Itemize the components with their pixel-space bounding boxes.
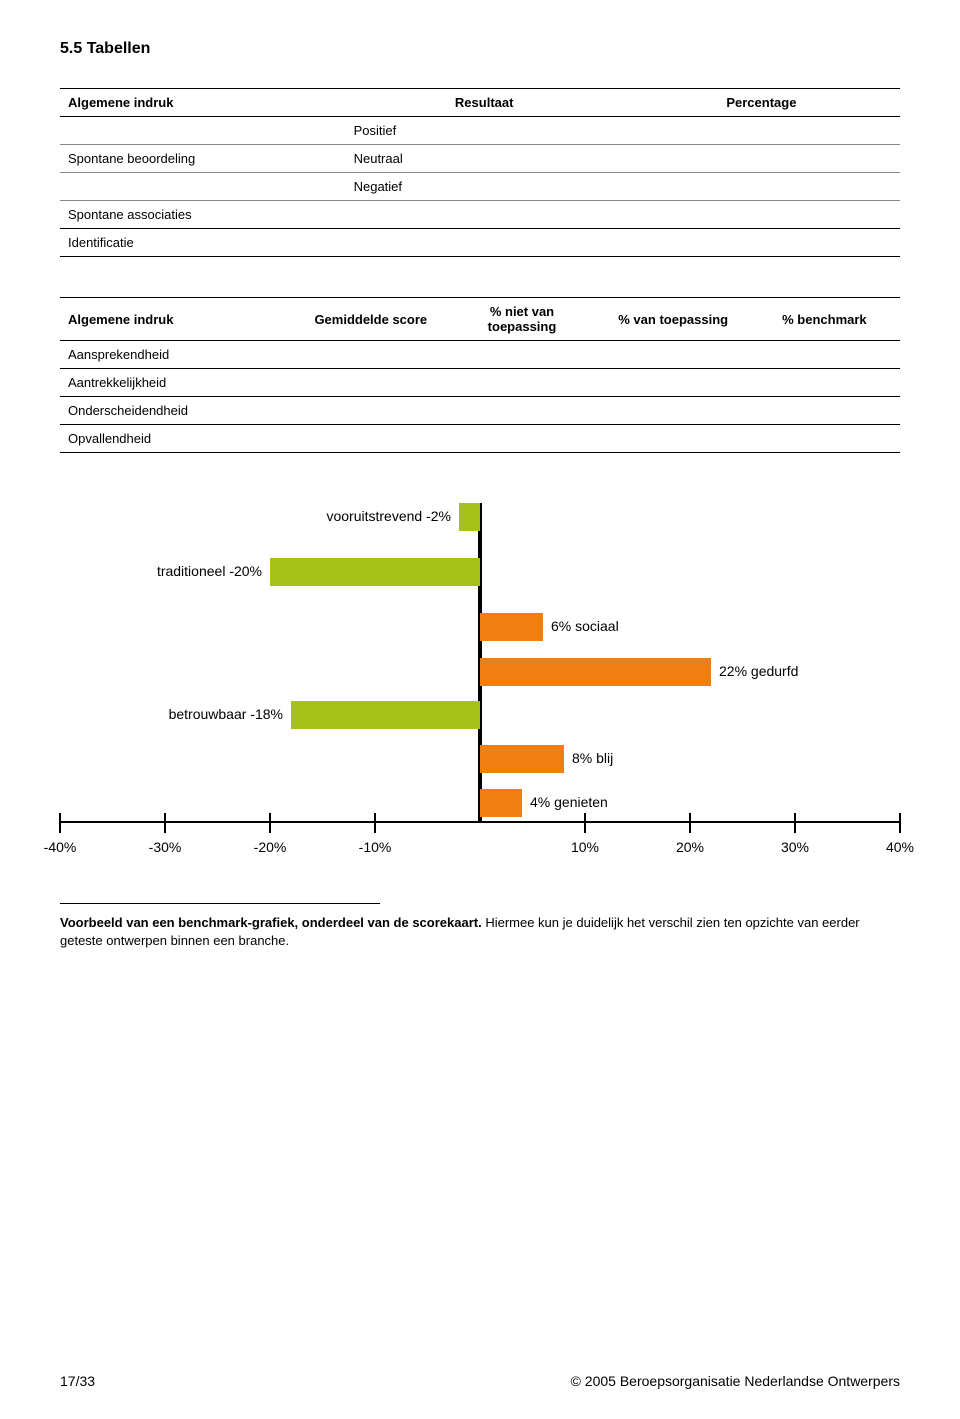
chart-bar [480, 613, 543, 641]
chart-tick [689, 813, 691, 833]
chart-bar [480, 789, 522, 817]
caption-bold: Voorbeeld van een benchmark-grafiek, ond… [60, 915, 482, 930]
chart-bar [270, 558, 480, 586]
cell-empty [346, 229, 623, 257]
cell-empty [623, 201, 900, 229]
chart-bar-label: 22% gedurfd [719, 663, 798, 679]
cell-empty [623, 117, 900, 145]
chart-tick [794, 813, 796, 833]
chart-tick-label: -20% [254, 839, 287, 855]
cell-label [60, 173, 346, 201]
th-label: Algemene indruk [60, 89, 346, 117]
chart-tick [269, 813, 271, 833]
chart-x-axis [60, 821, 900, 823]
cell-label: Identificatie [60, 229, 346, 257]
chart-tick [374, 813, 376, 833]
chart-tick [59, 813, 61, 833]
chart-bar [459, 503, 480, 531]
chart-tick [164, 813, 166, 833]
chart-tick [584, 813, 586, 833]
th-gem-score: Gemiddelde score [295, 298, 446, 341]
cell-label: Onderscheidendheid [60, 397, 295, 425]
cell-label: Aansprekendheid [60, 341, 295, 369]
page-number: 17/33 [60, 1373, 95, 1389]
copyright: © 2005 Beroepsorganisatie Nederlandse On… [571, 1373, 900, 1389]
chart-bar-label: 6% sociaal [551, 618, 619, 634]
th-resultaat: Resultaat [346, 89, 623, 117]
chart-bar-label: betrouwbaar -18% [169, 706, 283, 722]
chart-tick-label: -30% [149, 839, 182, 855]
cell-value: Positief [346, 117, 623, 145]
table-algemene-indruk-1: Algemene indruk Resultaat Percentage Pos… [60, 88, 900, 257]
chart-tick-label: -10% [359, 839, 392, 855]
section-title: 5.5 Tabellen [60, 40, 900, 58]
chart-bar-label: vooruitstrevend -2% [326, 508, 451, 524]
chart-bar [291, 701, 480, 729]
th-van: % van toepassing [598, 298, 749, 341]
cell-empty [623, 173, 900, 201]
benchmark-chart: vooruitstrevend -2% traditioneel -20% 6% s… [60, 503, 900, 863]
chart-tick-label: 20% [676, 839, 704, 855]
chart-tick-label: 10% [571, 839, 599, 855]
cell-label: Spontane beoordeling [60, 145, 346, 173]
chart-bar-label: traditioneel -20% [157, 563, 262, 579]
chart-tick [899, 813, 901, 833]
cell-value: Neutraal [346, 145, 623, 173]
th-percentage: Percentage [623, 89, 900, 117]
chart-bar [480, 658, 711, 686]
cell-label [60, 117, 346, 145]
chart-caption: Voorbeeld van een benchmark-grafiek, ond… [60, 903, 900, 950]
cell-label: Aantrekkelijkheid [60, 369, 295, 397]
chart-tick-label: -40% [44, 839, 77, 855]
chart-bar-label: 4% genieten [530, 794, 608, 810]
chart-tick-label: 30% [781, 839, 809, 855]
th-label: Algemene indruk [60, 298, 295, 341]
th-benchmark: % benchmark [749, 298, 900, 341]
chart-tick-label: 40% [886, 839, 914, 855]
cell-label: Opvallendheid [60, 425, 295, 453]
cell-value: Negatief [346, 173, 623, 201]
cell-empty [623, 229, 900, 257]
caption-rule [60, 903, 380, 904]
th-niet-van: % niet van toepassing [446, 298, 597, 341]
cell-empty [623, 145, 900, 173]
table-algemene-indruk-2: Algemene indruk Gemiddelde score % niet … [60, 297, 900, 453]
cell-empty [346, 201, 623, 229]
chart-bar [480, 745, 564, 773]
chart-bar-label: 8% blij [572, 750, 613, 766]
cell-label: Spontane associaties [60, 201, 346, 229]
